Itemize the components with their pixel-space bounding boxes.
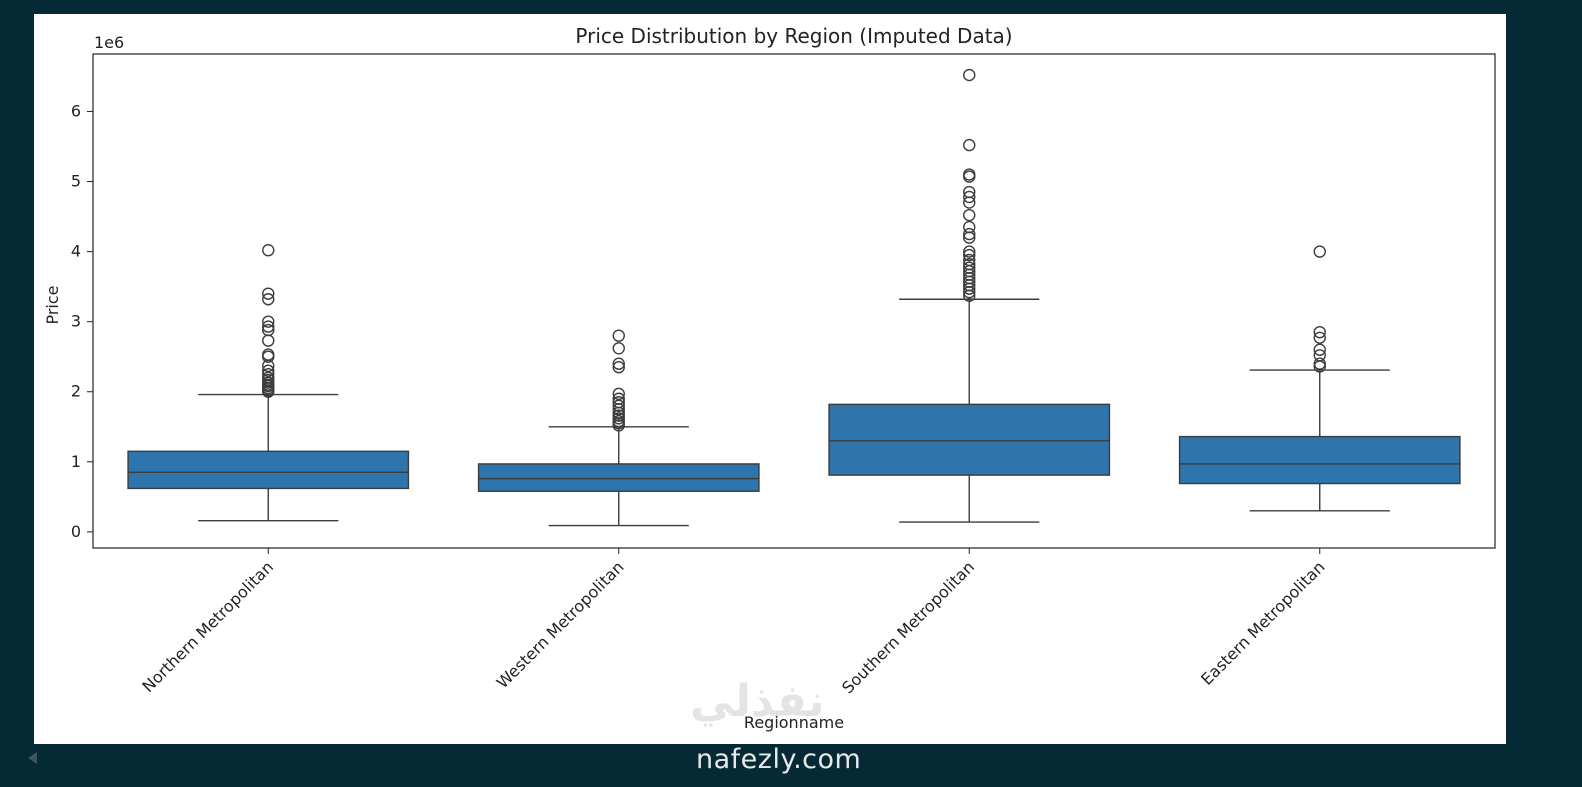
plot-frame: [92, 53, 1496, 549]
y-tick-label: 2: [71, 382, 81, 401]
watermark-arabic: نفذلي: [690, 676, 825, 727]
outlier-point: [612, 399, 625, 412]
outlier-point: [963, 138, 976, 152]
outlier-point: [612, 396, 625, 409]
y-axis-label: Price: [43, 285, 62, 324]
y-tick-label: 3: [71, 312, 81, 331]
left-arrow-icon[interactable]: [28, 752, 37, 764]
x-tick-label: Eastern Metropolitan: [1197, 557, 1328, 688]
x-tick-label: Western Metropolitan: [493, 557, 628, 692]
outlier-point: [963, 248, 976, 262]
outlier-point: [963, 245, 976, 258]
outlier-point: [963, 208, 976, 222]
y-tick-label: 5: [71, 172, 81, 191]
outlier-point: [963, 168, 976, 181]
y-tick-label: 1: [71, 452, 81, 471]
chart-title: Price Distribution by Region (Imputed Da…: [575, 24, 1012, 48]
x-tick-label: Southern Metropolitan: [838, 557, 978, 697]
outlier-point: [963, 68, 976, 82]
boxplot-chart: Price Distribution by Region (Imputed Da…: [43, 24, 1496, 732]
outlier-point: [963, 253, 976, 267]
y-tick-label: 4: [71, 242, 81, 261]
outlier-point: [612, 342, 625, 355]
outlier-point: [1313, 325, 1326, 339]
outlier-point: [262, 323, 275, 337]
x-tick-label: Northern Metropolitan: [138, 557, 277, 696]
chart-panel: Price Distribution by Region (Imputed Da…: [34, 14, 1506, 744]
outlier-point: [1313, 331, 1326, 344]
outlier-point: [262, 287, 275, 300]
plot-area: 0 1 2 3 4 5 6 Northern Metropolitan Western Metr…: [71, 53, 1496, 697]
outlier-point: [262, 368, 275, 381]
outlier-point: [262, 243, 275, 257]
outlier-point: [1313, 357, 1326, 370]
outlier-point: [963, 190, 976, 204]
outlier-point: [1313, 245, 1326, 258]
box-iqr: [828, 403, 1111, 476]
outlier-point: [262, 348, 275, 361]
box-iqr: [127, 450, 410, 490]
box-iqr: [477, 463, 760, 492]
y-axis-offset-label: 1e6: [94, 33, 124, 52]
x-axis-label: Regionname: [744, 713, 844, 732]
box-iqr: [1178, 435, 1461, 485]
outlier-point: [963, 185, 976, 199]
outlier-point: [612, 357, 625, 370]
watermark-url: nafezly.com: [696, 744, 862, 775]
outlier-point: [262, 334, 275, 347]
outlier-point: [963, 220, 976, 234]
outlier-point: [963, 227, 976, 241]
outlier-point: [262, 371, 275, 384]
outlier-point: [1313, 349, 1326, 362]
y-tick-label: 0: [71, 522, 81, 541]
outlier-point: [612, 329, 625, 342]
outlier-point: [963, 261, 976, 274]
outlier-point: [1313, 343, 1326, 356]
outlier-point: [262, 293, 275, 306]
outlier-point: [612, 392, 625, 405]
outlier-point: [262, 315, 275, 328]
y-tick-label: 6: [71, 101, 81, 120]
outlier-point: [963, 258, 976, 271]
outlier-point: [612, 387, 625, 401]
outlier-point: [612, 361, 625, 374]
outlier-point: [262, 320, 275, 333]
outlier-point: [262, 364, 275, 377]
